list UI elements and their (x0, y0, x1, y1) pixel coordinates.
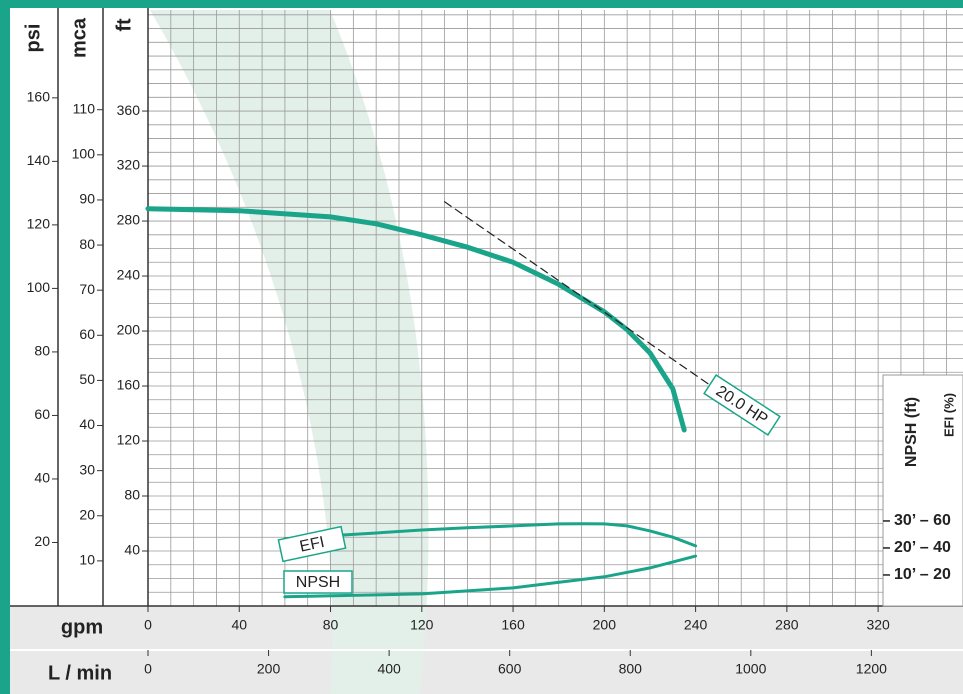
y2-tick-label: 10’ – 20 (894, 566, 951, 583)
x-tick-label: 160 (501, 617, 525, 633)
label-box (277, 525, 347, 563)
x-tick-label: 0 (144, 661, 152, 677)
x-tick-label: 200 (593, 617, 617, 633)
y-tick-label: 20 (79, 506, 95, 522)
y-tick-label: 140 (27, 152, 51, 168)
legend-panel (882, 374, 963, 607)
y-tick-label: 20 (34, 533, 50, 549)
axis-title: EFI (%) (941, 393, 956, 437)
label-text: NPSH (296, 574, 340, 591)
y-tick-label: 60 (34, 406, 50, 422)
y-tick-label: 80 (34, 343, 50, 359)
y-tick-label: 80 (124, 487, 140, 503)
y-tick-label: 50 (79, 371, 95, 387)
power-line (444, 201, 710, 386)
axis-title: L / min (48, 662, 112, 684)
y-tick-label: 240 (117, 267, 141, 283)
curve-label: EFI (277, 525, 347, 563)
x-tick-label: 120 (410, 617, 434, 633)
x-tick-label: 800 (619, 661, 643, 677)
watermark (150, 10, 429, 694)
x-tick-label: 1000 (735, 661, 766, 677)
grid (148, 10, 963, 606)
y-tick-label: 60 (79, 326, 95, 342)
axis-title: ft (113, 18, 135, 32)
y-tick-label: 100 (27, 279, 51, 295)
x-tick-label: 400 (377, 661, 401, 677)
label-box (283, 570, 353, 594)
curve (145, 206, 687, 433)
y-tick-label: 40 (79, 416, 95, 432)
frame (0, 0, 10, 694)
curve (283, 522, 698, 548)
label-text: EFI (298, 534, 326, 556)
y-tick-label: 280 (117, 212, 141, 228)
y2-tick-label: 20’ – 40 (894, 539, 951, 556)
y-tick-label: 70 (79, 281, 95, 297)
y-tick-label: 120 (117, 432, 141, 448)
y2-tick-label: 30’ – 60 (894, 512, 951, 529)
y-tick-label: 320 (117, 157, 141, 173)
x-tick-label: 320 (866, 617, 890, 633)
y-tick-label: 160 (117, 377, 141, 393)
x-tick-label: 240 (684, 617, 708, 633)
y-tick-label: 110 (73, 100, 96, 116)
y-tick-label: 80 (79, 236, 95, 252)
y-tick-label: 10 (79, 552, 95, 568)
y-tick-label: 90 (79, 191, 95, 207)
axis-title: gpm (61, 616, 103, 638)
x-tick-label: 80 (323, 617, 339, 633)
axis-title: NPSH (ft) (903, 397, 920, 467)
axis-title: psi (22, 24, 44, 53)
x-tick-label: 280 (775, 617, 799, 633)
curve (283, 554, 698, 599)
y-tick-label: 100 (72, 146, 96, 162)
x-tick-label: 1200 (856, 661, 887, 677)
y-tick-label: 40 (124, 542, 140, 558)
x-tick-label: 0 (144, 617, 152, 633)
y-tick-label: 120 (27, 216, 51, 232)
y-tick-label: 160 (27, 89, 51, 105)
label-box (703, 374, 781, 436)
x-tick-label: 600 (498, 661, 522, 677)
curve-label: NPSH (283, 570, 353, 594)
y-tick-label: 200 (117, 322, 141, 338)
axis-title: mca (68, 17, 90, 58)
y-tick-label: 30 (79, 461, 95, 477)
frame (0, 0, 963, 8)
x-tick-label: 40 (231, 617, 247, 633)
y-tick-label: 360 (117, 102, 141, 118)
y-tick-label: 40 (34, 470, 50, 486)
x-tick-label: 200 (257, 661, 281, 677)
